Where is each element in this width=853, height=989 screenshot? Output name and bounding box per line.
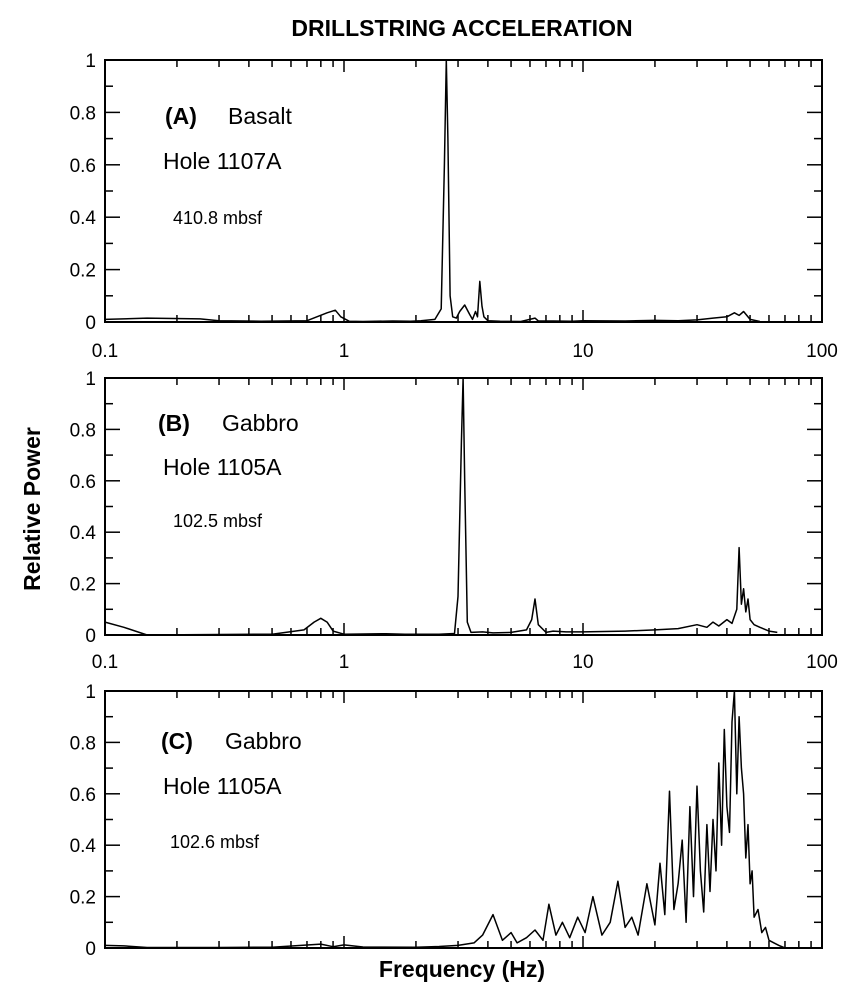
hole-label: Hole 1105A xyxy=(163,773,282,799)
plot-frame xyxy=(104,59,823,323)
y-tick-label: 0.6 xyxy=(70,785,96,806)
y-tick-label: 0.8 xyxy=(70,103,96,124)
y-tick-label: 0.8 xyxy=(70,733,96,754)
rock-type-label: Basalt xyxy=(228,103,293,129)
y-tick-label: 0 xyxy=(85,626,96,647)
y-tick-label: 0 xyxy=(85,313,96,334)
x-tick-label: 0.1 xyxy=(92,341,118,362)
spectrum-line xyxy=(104,377,778,636)
panel-b: 0 0.2 0.4 0.6 0.8 1 0.1 1 10 100 (B) Gabbro Hole 110… xyxy=(70,369,838,673)
y-tick-label: 1 xyxy=(85,51,96,72)
x-tick-label: 1 xyxy=(339,341,350,362)
y-tick-label: 0.4 xyxy=(70,208,97,229)
y-tick-label: 0.2 xyxy=(70,888,96,909)
y-tick-label: 0.4 xyxy=(70,523,97,544)
rock-type-label: Gabbro xyxy=(222,410,299,436)
panel-tag: (C) xyxy=(161,728,193,754)
y-tick-label: 0.8 xyxy=(70,420,96,441)
panel-tag: (A) xyxy=(165,103,197,129)
y-axis-label: Relative Power xyxy=(19,427,45,591)
x-axis-label: Frequency (Hz) xyxy=(379,956,545,982)
hole-label: Hole 1107A xyxy=(163,148,282,174)
panel-a: 0 0.2 0.4 0.6 0.8 1 0.1 1 10 100 (A) Basalt Hole 110… xyxy=(70,51,838,362)
y-tick-label: 0.2 xyxy=(70,261,96,282)
panel-tag: (B) xyxy=(158,410,190,436)
figure-title: DRILLSTRING ACCELERATION xyxy=(291,15,632,41)
y-tick-label: 1 xyxy=(85,682,96,703)
y-tick-label: 0.4 xyxy=(70,836,97,857)
x-tick-label: 1 xyxy=(339,652,350,673)
depth-label: 102.5 mbsf xyxy=(173,511,263,531)
x-tick-label: 0.1 xyxy=(92,652,118,673)
y-tick-label: 1 xyxy=(85,369,96,390)
hole-label: Hole 1105A xyxy=(163,454,282,480)
x-tick-label: 100 xyxy=(806,652,838,673)
panel-c: 0 0.2 0.4 0.6 0.8 1 (C) Gabbro Hole 1105A 102.6 m… xyxy=(70,682,823,960)
spectrum-line xyxy=(104,59,761,323)
y-tick-label: 0.6 xyxy=(70,472,96,493)
y-tick-label: 0.2 xyxy=(70,575,96,596)
spectrum-line xyxy=(104,690,786,949)
depth-label: 102.6 mbsf xyxy=(170,832,260,852)
rock-type-label: Gabbro xyxy=(225,728,302,754)
x-tick-label: 100 xyxy=(806,341,838,362)
x-tick-label: 10 xyxy=(572,341,593,362)
y-tick-label: 0 xyxy=(85,939,96,960)
plot-frame xyxy=(104,690,823,949)
depth-label: 410.8 mbsf xyxy=(173,208,263,228)
x-tick-label: 10 xyxy=(572,652,593,673)
y-tick-label: 0.6 xyxy=(70,156,96,177)
